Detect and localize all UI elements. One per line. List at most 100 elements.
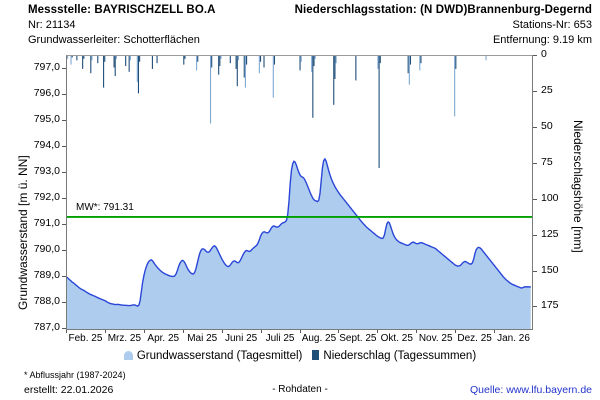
precipitation-bar (197, 56, 199, 62)
precipitation-bar (76, 56, 78, 61)
precipitation-bar (67, 56, 69, 59)
precipitation-bar (409, 56, 412, 65)
x-axis-tick-label: Sept. 25 (339, 333, 377, 344)
y-axis-right-tick-label: 125 (541, 227, 559, 240)
x-axis-tick-label: Jan. 26 (497, 333, 530, 344)
y-axis-left-tick-mark (62, 94, 67, 95)
precipitation-bar (139, 56, 141, 62)
x-axis-tick-mark (221, 329, 223, 333)
created-date: erstellt: 22.01.2026 (24, 384, 114, 396)
precipitation-bar (273, 56, 276, 65)
precipitation-bar (263, 56, 265, 68)
precipitation-bar (407, 56, 409, 74)
precipitation-bar (209, 56, 212, 124)
precipitation-bar (229, 56, 231, 64)
precipitation-bar (196, 56, 198, 71)
x-axis-tick-mark (494, 329, 496, 333)
y-axis-right-tick-mark (532, 234, 537, 236)
precipitation-bar (334, 56, 336, 79)
legend-label-groundwater: Grundwasserstand (Tagesmittel) (136, 350, 303, 362)
y-axis-left-tick-mark (62, 250, 67, 251)
measuring-station-title: Messstelle: BAYRISCHZELL BO.A (28, 4, 216, 16)
precipitation-bar (129, 56, 131, 61)
precipitation-bar (300, 56, 302, 62)
precipitation-bar (114, 56, 116, 77)
precipitation-bar (335, 56, 337, 64)
precipitation-bar (377, 56, 379, 69)
y-axis-right-tick-label: 25 (541, 83, 553, 96)
groundwater-line (67, 157, 531, 307)
precipitation-bar (299, 56, 301, 71)
y-axis-left-tick-mark (62, 172, 67, 173)
precipitation-bar (103, 56, 105, 88)
y-axis-right-tick-mark (532, 90, 537, 92)
y-axis-left-tick-mark (62, 68, 67, 69)
x-axis-tick-label: Mai 25 (187, 333, 218, 344)
y-axis-right-tick-label: 150 (541, 263, 559, 276)
precipitation-bar (113, 56, 115, 68)
y-axis-right-tick-label: 100 (541, 191, 559, 204)
y-axis-right-tick-label: 75 (541, 155, 553, 168)
precipitation-bar (236, 56, 238, 87)
header-left-block: Messstelle: BAYRISCHZELL BO.A Nr: 21134 … (28, 3, 216, 48)
x-axis-tick-label: Juni 25 (225, 333, 258, 344)
precipitation-bar (183, 56, 185, 65)
precipitation-bar (378, 56, 380, 169)
y-axis-right-tick-mark (532, 198, 537, 200)
footnote-discharge-year: * Abflussjahr (1987-2024) (24, 370, 126, 380)
y-axis-left-tick-mark (62, 146, 67, 147)
y-axis-left-tick-mark (62, 328, 67, 329)
precipitation-station-number: Stations-Nr: 653 (512, 19, 592, 31)
precipitation-bar (379, 56, 381, 64)
y-axis-left-tick-label: 795,0 (33, 113, 60, 125)
x-axis-tick-mark (338, 329, 340, 333)
y-axis-left-tick-label: 789,0 (33, 269, 60, 281)
precipitation-bar (91, 56, 93, 61)
x-axis-tick-mark (66, 329, 67, 333)
precipitation-bar (220, 56, 222, 59)
source-link[interactable]: Quelle: www.lfu.bayern.de (470, 384, 592, 396)
precipitation-bar (408, 56, 410, 85)
mean-water-level-label: MW*: 791.31 (76, 201, 134, 213)
x-axis-tick-mark (455, 329, 457, 333)
precipitation-bar (90, 56, 92, 74)
legend-label-precipitation: Niederschlag (Tagessummen) (323, 350, 477, 362)
precipitation-bar (272, 56, 274, 98)
legend-swatch-groundwater (123, 351, 133, 360)
precipitation-bar (82, 56, 84, 69)
precipitation-bar (71, 56, 73, 58)
precipitation-bar (243, 56, 245, 78)
x-axis-tick-label: Okt. 25 (380, 333, 413, 344)
y-axis-right-tick-mark (532, 162, 537, 164)
precipitation-bar (313, 56, 315, 67)
x-axis-tick-mark (377, 329, 379, 333)
chart-svg (67, 56, 532, 329)
y-axis-left-tick-label: 793,0 (33, 165, 60, 177)
precipitation-bar (259, 56, 262, 62)
y-axis-left-tick-label: 794,0 (33, 139, 60, 151)
y-axis-left-tick-mark (62, 302, 67, 303)
x-axis-tick-mark (416, 329, 418, 333)
precipitation-bar (151, 56, 153, 69)
precipitation-bar (218, 56, 220, 75)
x-axis-tick-mark (299, 329, 301, 333)
raw-data-note: - Rohdaten - (272, 384, 328, 395)
y-axis-left-tick-mark (62, 120, 67, 121)
aquifer-type: Grundwasserleiter: Schotterflächen (28, 34, 200, 46)
y-axis-left-tick-label: 791,0 (33, 217, 60, 229)
precipitation-bar (125, 56, 127, 67)
precipitation-bar (333, 56, 335, 105)
header-right-block: Niederschlagsstation: (N DWD)Brannenburg… (295, 3, 592, 48)
precipitation-bar (312, 56, 314, 118)
x-axis-tick-mark (260, 329, 262, 333)
precipitation-bar (184, 56, 186, 59)
x-axis-tick-label: Aug. 25 (301, 333, 337, 344)
precipitation-bar (136, 56, 138, 82)
plot-canvas (66, 55, 533, 330)
y-axis-left-tick-label: 796,0 (33, 87, 60, 99)
station-number: Nr: 21134 (28, 19, 76, 31)
y-axis-right-tick-mark (532, 126, 537, 128)
precipitation-bar (156, 56, 158, 64)
x-axis-tick-label: Mrz. 25 (107, 333, 142, 344)
precipitation-bar (219, 56, 221, 67)
